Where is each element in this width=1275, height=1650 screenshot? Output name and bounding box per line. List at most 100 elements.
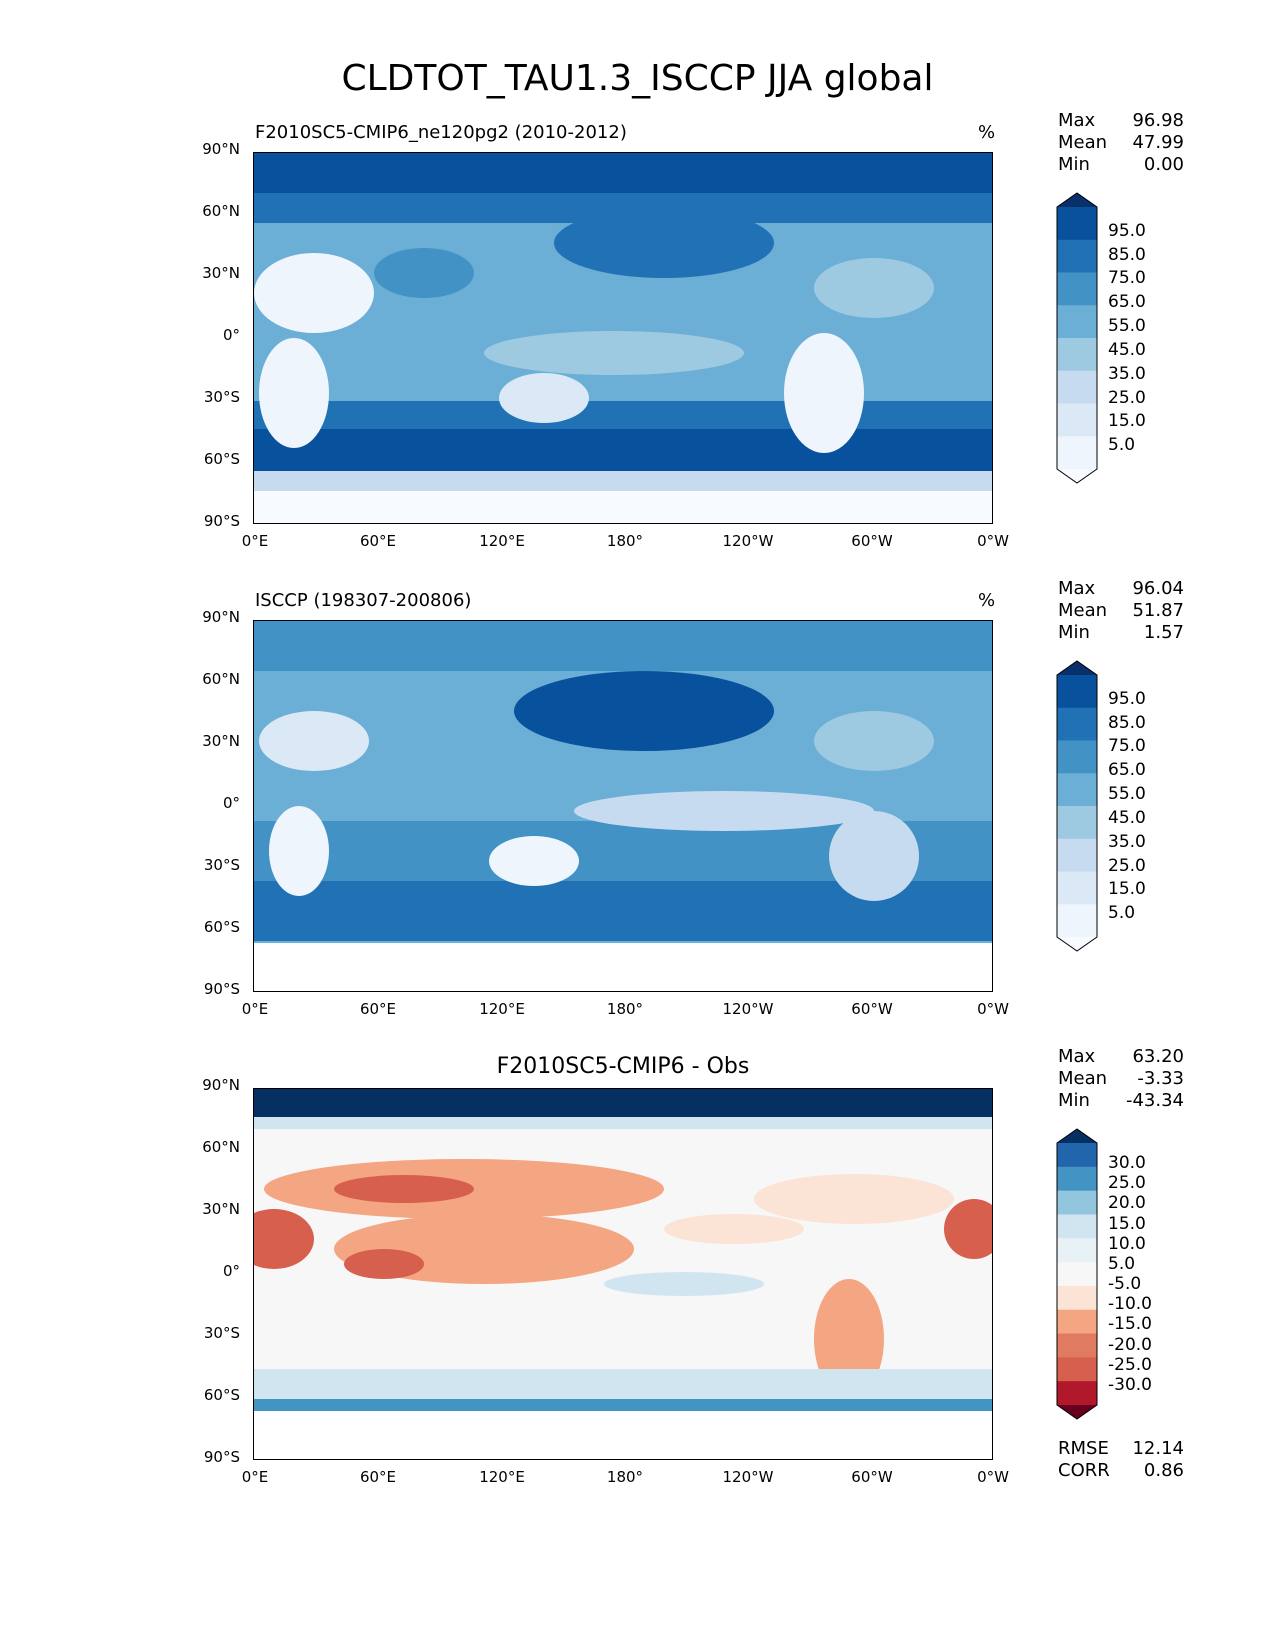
colorbar-tick-label: 20.0 [1108,1193,1146,1214]
colorbar-tick-label: 45.0 [1108,807,1146,828]
colorbar-segment [1057,1285,1097,1311]
x-tick-label: 60°E [359,1000,397,1018]
colorbar-extend-top [1057,1129,1097,1143]
colorbar-tick-label: -15.0 [1108,1314,1152,1335]
stat-min: 1.57 [1143,622,1184,643]
colorbar-tick-label: 5.0 [1108,435,1136,456]
x-tick-label: 0°W [977,532,1009,550]
y-tick-label: 30°S [203,856,240,874]
colorbar-tick-label: -20.0 [1108,1334,1152,1355]
units-label: % [978,590,996,611]
x-tick-label: 60°E [359,1468,397,1486]
stat-min: 0.00 [1143,154,1184,175]
map-field [254,621,992,991]
panel-reference: ISCCP (198307-200806) % 90°N 60°N 30°N 0… [0,578,1275,1030]
colorbar-segment [1057,904,1097,938]
colorbar-tick-label: 35.0 [1108,831,1146,852]
x-tick-label: 120°E [479,532,525,550]
colorbar-segment [1057,370,1097,404]
x-tick-label: 0°E [241,1468,269,1486]
stat-rmse: 12.14 [1132,1438,1184,1459]
colorbar-segment [1057,1381,1097,1406]
stat-corr: 0.86 [1143,1460,1184,1481]
stat-max: 96.04 [1132,578,1184,599]
colorbar-tick-label: 15.0 [1108,879,1146,900]
colorbar-segment [1057,773,1097,807]
x-tick-label: 0°W [977,1000,1009,1018]
y-tick-label: 60°S [203,1386,240,1404]
y-tick-label: 30°N [202,732,240,750]
footer-stats: RMSE 12.14 CORR 0.86 [1058,1438,1184,1481]
y-tick-label: 60°N [202,1138,240,1156]
colorbar-segment [1057,207,1097,241]
stats-block: Max 63.20 Mean -3.33 Min -43.34 [1058,1046,1184,1111]
colorbar-tick-label: 5.0 [1108,1253,1136,1274]
colorbar-tick-label: 5.0 [1108,903,1136,924]
y-tick-label: 60°N [202,670,240,688]
x-tick-label: 180° [606,532,644,550]
y-tick-label: 60°S [203,450,240,468]
colorbar-extend-top [1057,193,1097,207]
y-tick-label: 90°S [203,980,240,998]
colorbar-tick-label: 75.0 [1108,736,1146,757]
colorbar-tick-label: 95.0 [1108,688,1146,709]
colorbar-segment [1057,838,1097,872]
panel-title: F2010SC5-CMIP6_ne120pg2 (2010-2012) [255,122,627,143]
colorbar-tick-label: 25.0 [1108,387,1146,408]
y-tick-label: 0° [222,326,240,344]
colorbar-extend-top [1057,661,1097,675]
x-tick-label: 60°E [359,532,397,550]
stat-mean: 47.99 [1132,132,1184,153]
colorbar-tick-label: -25.0 [1108,1354,1152,1375]
colorbar-tick-label: 25.0 [1108,1173,1146,1194]
y-tick-label: 30°N [202,1200,240,1218]
colorbar-tick-label: 75.0 [1108,268,1146,289]
colorbar-extend-bottom [1057,937,1097,951]
stat-mean: -3.33 [1137,1068,1184,1089]
x-tick-label: 60°W [851,1468,893,1486]
panel-title: ISCCP (198307-200806) [255,590,472,611]
x-tick-label: 120°E [479,1000,525,1018]
colorbar-tick-label: -5.0 [1108,1274,1142,1295]
x-tick-label: 120°W [722,1468,774,1486]
colorbar-tick-label: 65.0 [1108,760,1146,781]
colorbar-extend-bottom [1057,1405,1097,1419]
panel-title: F2010SC5-CMIP6 - Obs [496,1054,750,1079]
colorbar-tick-label: 35.0 [1108,363,1146,384]
colorbar-tick-label: 85.0 [1108,712,1146,733]
colorbar-outline [1056,192,1098,484]
colorbar-segment [1057,1333,1097,1358]
colorbar-tick-label: -10.0 [1108,1294,1152,1315]
colorbar-segment [1057,1166,1097,1192]
colorbar-tick-label: 10.0 [1108,1233,1146,1254]
x-tick-label: 120°W [722,1000,774,1018]
colorbar-svg [1056,1128,1098,1420]
colorbar-segment [1057,806,1097,840]
colorbar-tick-label: 30.0 [1108,1153,1146,1174]
colorbar-outline [1056,660,1098,952]
colorbar-tick-label: 55.0 [1108,784,1146,805]
y-tick-label: 0° [222,794,240,812]
map-plot [253,152,993,524]
colorbar-segment [1057,1238,1097,1263]
colorbar-tick-label: 95.0 [1108,220,1146,241]
y-tick-label: 30°N [202,264,240,282]
map-field [254,153,992,523]
x-tick-label: 120°W [722,532,774,550]
stat-max: 63.20 [1132,1046,1184,1067]
colorbar-segment [1057,403,1097,437]
colorbar-segment [1057,338,1097,372]
stat-mean: 51.87 [1132,600,1184,621]
x-tick-label: 0°W [977,1468,1009,1486]
y-tick-label: 30°S [203,388,240,406]
x-tick-label: 120°E [479,1468,525,1486]
colorbar-segment [1057,1143,1097,1168]
map-plot [253,1088,993,1460]
colorbar-segment [1057,436,1097,470]
colorbar-tick-label: 65.0 [1108,292,1146,313]
x-tick-label: 180° [606,1000,644,1018]
map-plot [253,620,993,992]
panel-difference: F2010SC5-CMIP6 - Obs 90°N 60°N 30°N 0° 3… [0,1046,1275,1498]
colorbar-tick-label: 25.0 [1108,855,1146,876]
y-tick-label: 90°S [203,512,240,530]
